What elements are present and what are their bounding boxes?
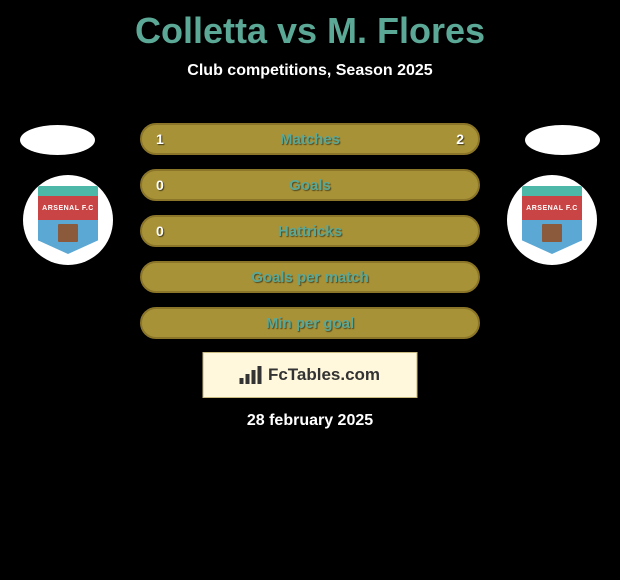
team-logo-right: ARSENAL F.C: [507, 175, 597, 265]
team-logo-left: ARSENAL F.C: [23, 175, 113, 265]
stat-row-hattricks: 0 Hattricks: [140, 215, 480, 247]
stat-label: Min per goal: [266, 315, 354, 332]
subtitle: Club competitions, Season 2025: [0, 62, 620, 80]
stat-left-value: 1: [156, 131, 164, 147]
stat-label: Hattricks: [278, 223, 342, 240]
brand-text: FcTables.com: [268, 365, 380, 385]
date-text: 28 february 2025: [0, 412, 620, 430]
stat-label: Goals per match: [251, 269, 369, 286]
stat-row-goals-per-match: Goals per match: [140, 261, 480, 293]
page-title: Colletta vs M. Flores: [0, 0, 620, 52]
badge-text: ARSENAL F.C: [42, 205, 94, 212]
flag-left: [20, 125, 95, 155]
stats-container: 1 Matches 2 0 Goals 0 Hattricks Goals pe…: [140, 123, 480, 353]
flag-right: [525, 125, 600, 155]
badge-icon: ARSENAL F.C: [522, 186, 582, 254]
stat-row-goals: 0 Goals: [140, 169, 480, 201]
brand-box[interactable]: FcTables.com: [203, 352, 418, 398]
badge-text: ARSENAL F.C: [526, 205, 578, 212]
badge-icon: ARSENAL F.C: [38, 186, 98, 254]
stat-row-matches: 1 Matches 2: [140, 123, 480, 155]
stat-label: Goals: [289, 177, 331, 194]
chart-icon: [240, 366, 262, 384]
stat-left-value: 0: [156, 223, 164, 239]
stat-right-value: 2: [456, 131, 464, 147]
stat-label: Matches: [280, 131, 340, 148]
stat-left-value: 0: [156, 177, 164, 193]
stat-row-min-per-goal: Min per goal: [140, 307, 480, 339]
